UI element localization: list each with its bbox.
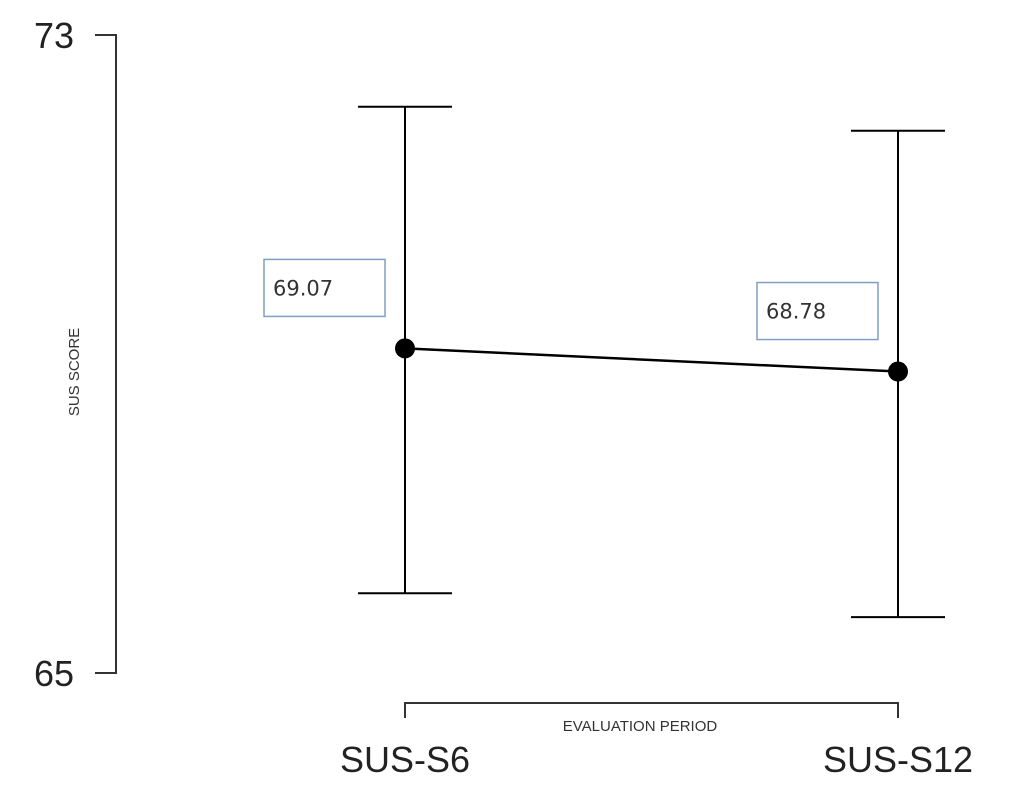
x-tick-label-sus-s6: SUS-S6 xyxy=(340,739,470,780)
series-line xyxy=(404,347,899,373)
value-label-box-sus-s6 xyxy=(263,258,386,318)
data-point-sus-s12 xyxy=(888,361,908,382)
value-label-sus-s6: 69.07 xyxy=(273,276,333,300)
x-axis-title: EVALUATION PERIOD xyxy=(563,718,718,735)
axes: 73 65 SUS SCORE EVALUATION PERIOD SUS-S6… xyxy=(34,15,973,780)
y-axis-line xyxy=(95,34,117,674)
value-label-box-sus-s12 xyxy=(756,281,879,341)
x-axis-bracket xyxy=(404,702,899,718)
x-tick-label-sus-s12: SUS-S12 xyxy=(823,739,973,780)
y-axis-title: SUS SCORE xyxy=(66,328,83,416)
y-tick-label-top: 73 xyxy=(34,15,74,56)
value-label-sus-s12: 68.78 xyxy=(766,300,826,324)
data-marks: 69.07 68.78 xyxy=(263,105,945,619)
y-tick-label-bottom: 65 xyxy=(34,653,74,694)
data-point-sus-s6 xyxy=(395,338,415,359)
